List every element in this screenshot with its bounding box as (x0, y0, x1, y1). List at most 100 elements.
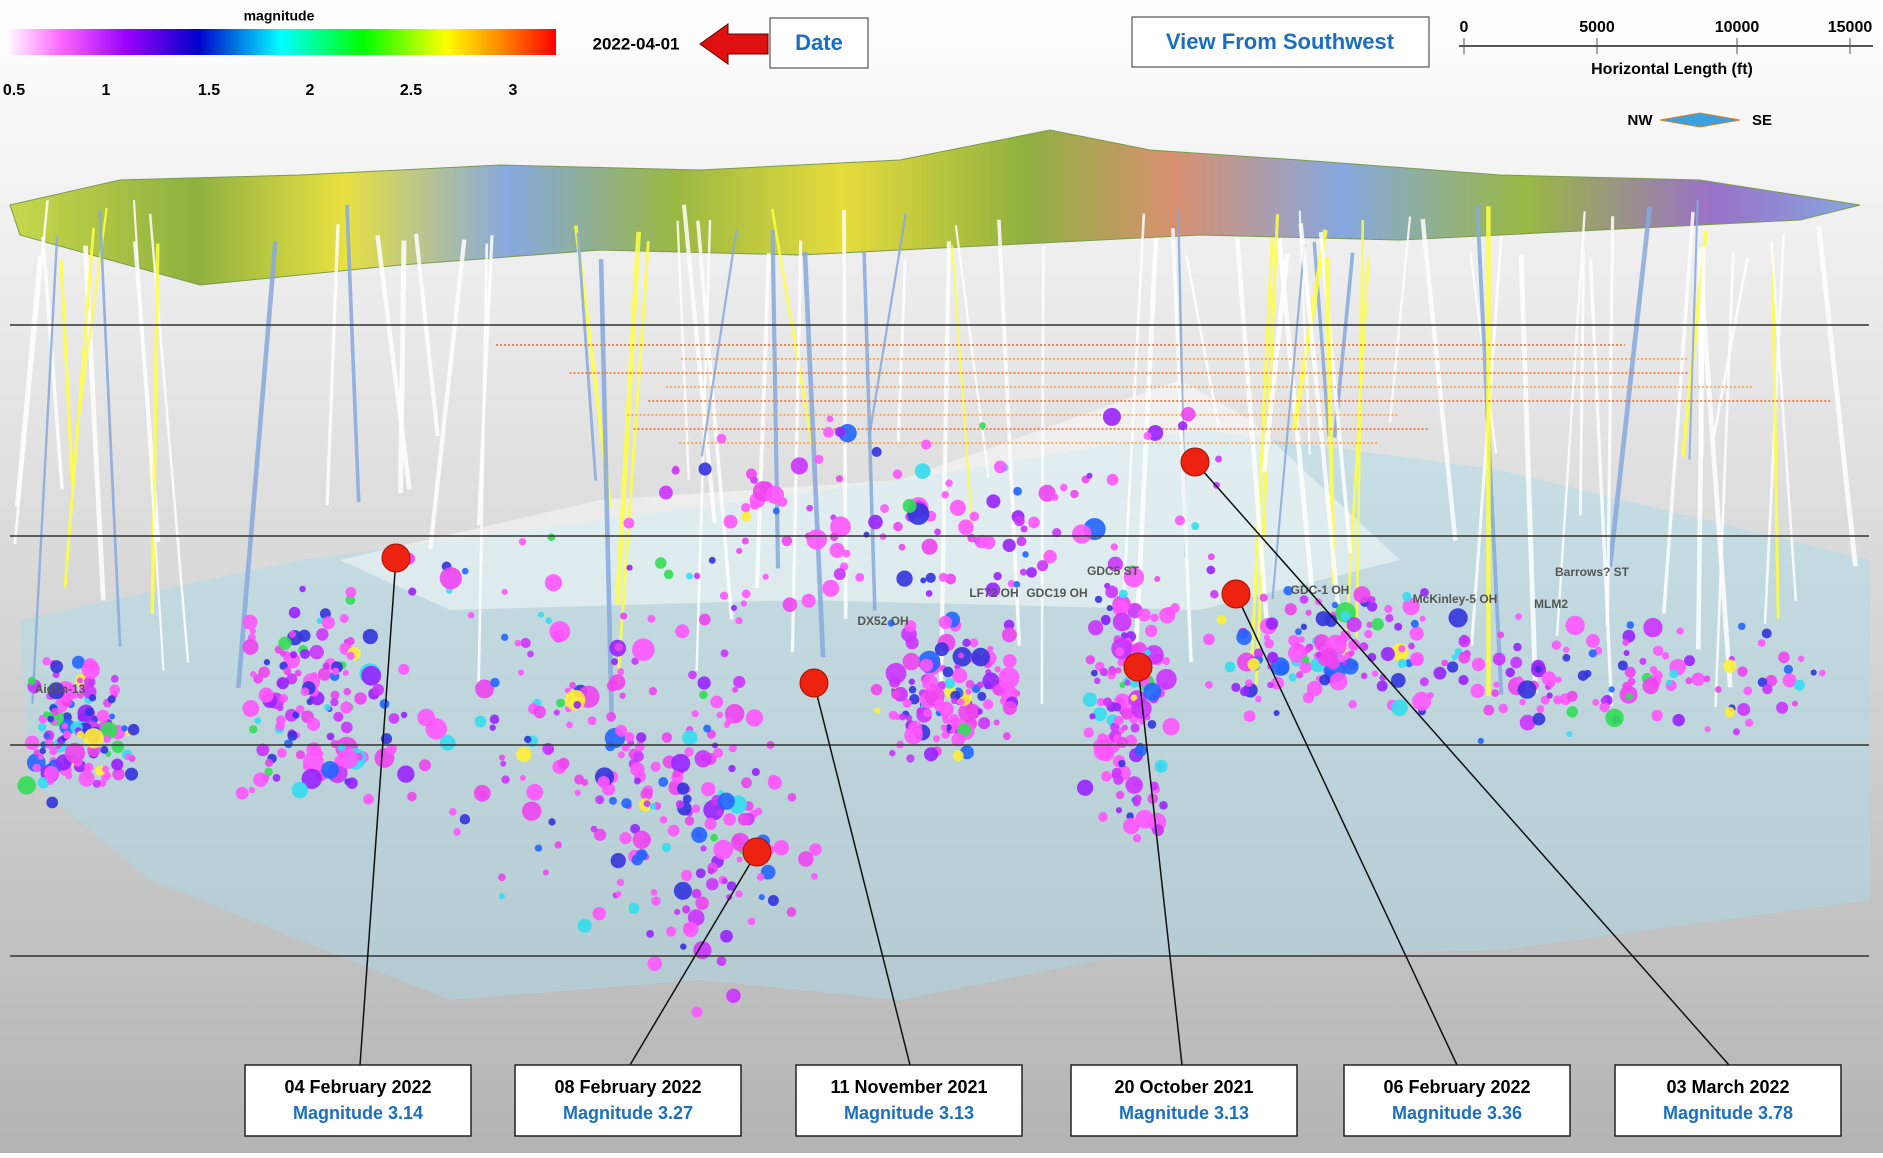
event-dot (1178, 421, 1187, 430)
event-dot (545, 574, 562, 591)
event-dot (1441, 660, 1448, 667)
event-dot (249, 725, 257, 733)
event-dot (499, 755, 505, 761)
event-dot (872, 447, 882, 457)
event-dot (903, 499, 917, 513)
event-dot (128, 724, 140, 736)
event-dot (647, 615, 655, 623)
event-dot (1255, 696, 1262, 703)
event-dot (1086, 655, 1095, 664)
event-dot (1372, 670, 1378, 676)
event-dot (50, 660, 63, 673)
event-dot (971, 648, 990, 667)
callout-magnitude: Magnitude 3.27 (563, 1103, 693, 1123)
event-dot (333, 712, 343, 722)
event-dot (783, 597, 798, 612)
event-dot (952, 668, 967, 683)
event-dot (625, 732, 635, 742)
event-dot (1639, 658, 1646, 665)
event-dot (1547, 692, 1553, 698)
event-dot (1458, 635, 1470, 647)
event-dot (906, 754, 914, 762)
event-dot (732, 687, 738, 693)
event-dot (1745, 719, 1753, 727)
event-dot (621, 798, 631, 808)
event-dot (731, 605, 737, 611)
event-dot (966, 680, 975, 689)
event-dot (1601, 697, 1607, 703)
event-dot (746, 709, 763, 726)
event-dot (1491, 689, 1499, 697)
event-dot (1097, 733, 1107, 743)
view-button-label[interactable]: View From Southwest (1166, 29, 1395, 54)
event-dot (1244, 710, 1256, 722)
event-dot (340, 701, 352, 713)
event-sphere (1124, 653, 1152, 681)
event-dot (674, 882, 692, 900)
event-dot (39, 748, 46, 755)
event-dot (717, 956, 727, 966)
event-dot (1784, 665, 1793, 674)
event-dot (343, 670, 349, 676)
event-dot (1578, 670, 1589, 681)
colorbar-tick-label: 2 (306, 82, 315, 99)
event-dot (945, 678, 955, 688)
event-dot (273, 774, 281, 782)
event-dot (748, 918, 756, 926)
event-dot (1159, 801, 1168, 810)
event-dot (1152, 824, 1164, 836)
event-dot (380, 699, 390, 709)
event-dot (1207, 566, 1216, 575)
scale-tick-label: 5000 (1579, 19, 1615, 36)
event-dot (671, 754, 690, 773)
event-dot (108, 695, 116, 703)
event-dot (332, 668, 340, 676)
callout-box (1344, 1065, 1570, 1136)
event-dot (1566, 731, 1572, 737)
event-dot (922, 539, 938, 555)
event-dot (766, 486, 784, 504)
event-dot (343, 688, 351, 696)
event-dot (1643, 618, 1662, 637)
event-dot (1705, 726, 1711, 732)
event-dot (650, 803, 657, 810)
event-dot (741, 511, 751, 521)
event-dot (682, 730, 697, 745)
callout-box (796, 1065, 1022, 1136)
event-dot (994, 460, 1007, 473)
event-dot (706, 878, 718, 890)
event-dot (891, 690, 900, 699)
event-dot (750, 500, 759, 509)
event-dot (696, 868, 706, 878)
event-dot (675, 624, 689, 638)
event-dot (615, 643, 624, 652)
callout-magnitude: Magnitude 3.78 (1663, 1103, 1793, 1123)
event-dot (1086, 473, 1092, 479)
event-dot (1089, 713, 1095, 719)
event-dot (283, 667, 291, 675)
event-dot (924, 747, 938, 761)
event-dot (1330, 672, 1348, 690)
event-dot (301, 687, 310, 696)
date-button-label[interactable]: Date (795, 30, 843, 55)
event-dot (1650, 666, 1658, 674)
event-dot (77, 731, 84, 738)
event-dot (554, 709, 560, 715)
event-dot (893, 522, 902, 531)
event-dot (566, 721, 573, 728)
event-dot (1385, 614, 1393, 622)
event-dot (554, 841, 561, 848)
compass-right: SE (1752, 112, 1772, 129)
event-dot (1471, 684, 1485, 698)
event-dot (533, 706, 546, 719)
event-dot (298, 630, 310, 642)
event-dot (51, 708, 59, 716)
event-dot (1114, 716, 1123, 725)
event-dot (322, 616, 335, 629)
event-dot (1264, 634, 1270, 640)
event-dot (1093, 707, 1107, 721)
event-dot (1295, 628, 1302, 635)
event-dot (44, 733, 50, 739)
event-dot (1137, 743, 1144, 750)
event-dot (1381, 647, 1395, 661)
